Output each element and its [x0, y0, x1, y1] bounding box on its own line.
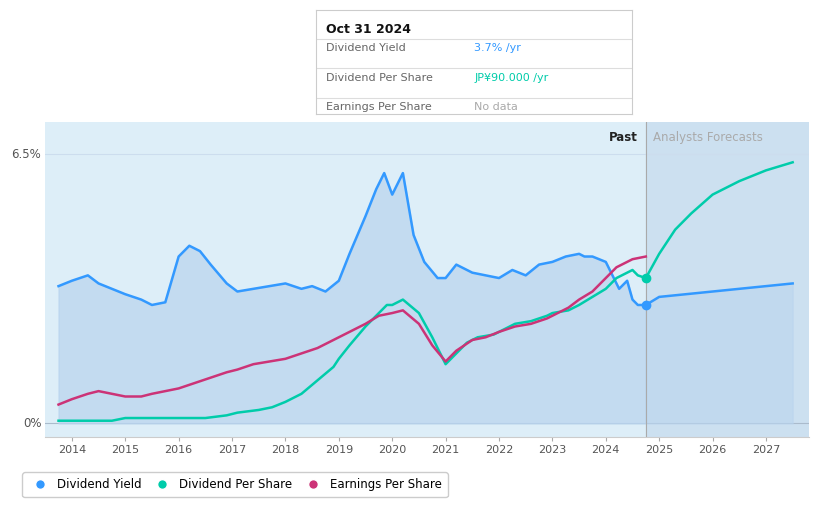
Text: Past: Past [609, 132, 638, 144]
Text: 3.7% /yr: 3.7% /yr [475, 44, 521, 53]
Text: JP¥90.000 /yr: JP¥90.000 /yr [475, 73, 548, 83]
Text: Dividend Yield: Dividend Yield [326, 44, 406, 53]
Legend: Dividend Yield, Dividend Per Share, Earnings Per Share: Dividend Yield, Dividend Per Share, Earn… [22, 472, 447, 497]
Text: Dividend Per Share: Dividend Per Share [326, 73, 433, 83]
Text: Earnings Per Share: Earnings Per Share [326, 102, 431, 112]
Text: Analysts Forecasts: Analysts Forecasts [654, 132, 764, 144]
Text: Oct 31 2024: Oct 31 2024 [326, 23, 410, 36]
Text: 0%: 0% [23, 417, 41, 430]
Text: 6.5%: 6.5% [11, 148, 41, 161]
Bar [646, 122, 809, 437]
Text: No data: No data [475, 102, 518, 112]
